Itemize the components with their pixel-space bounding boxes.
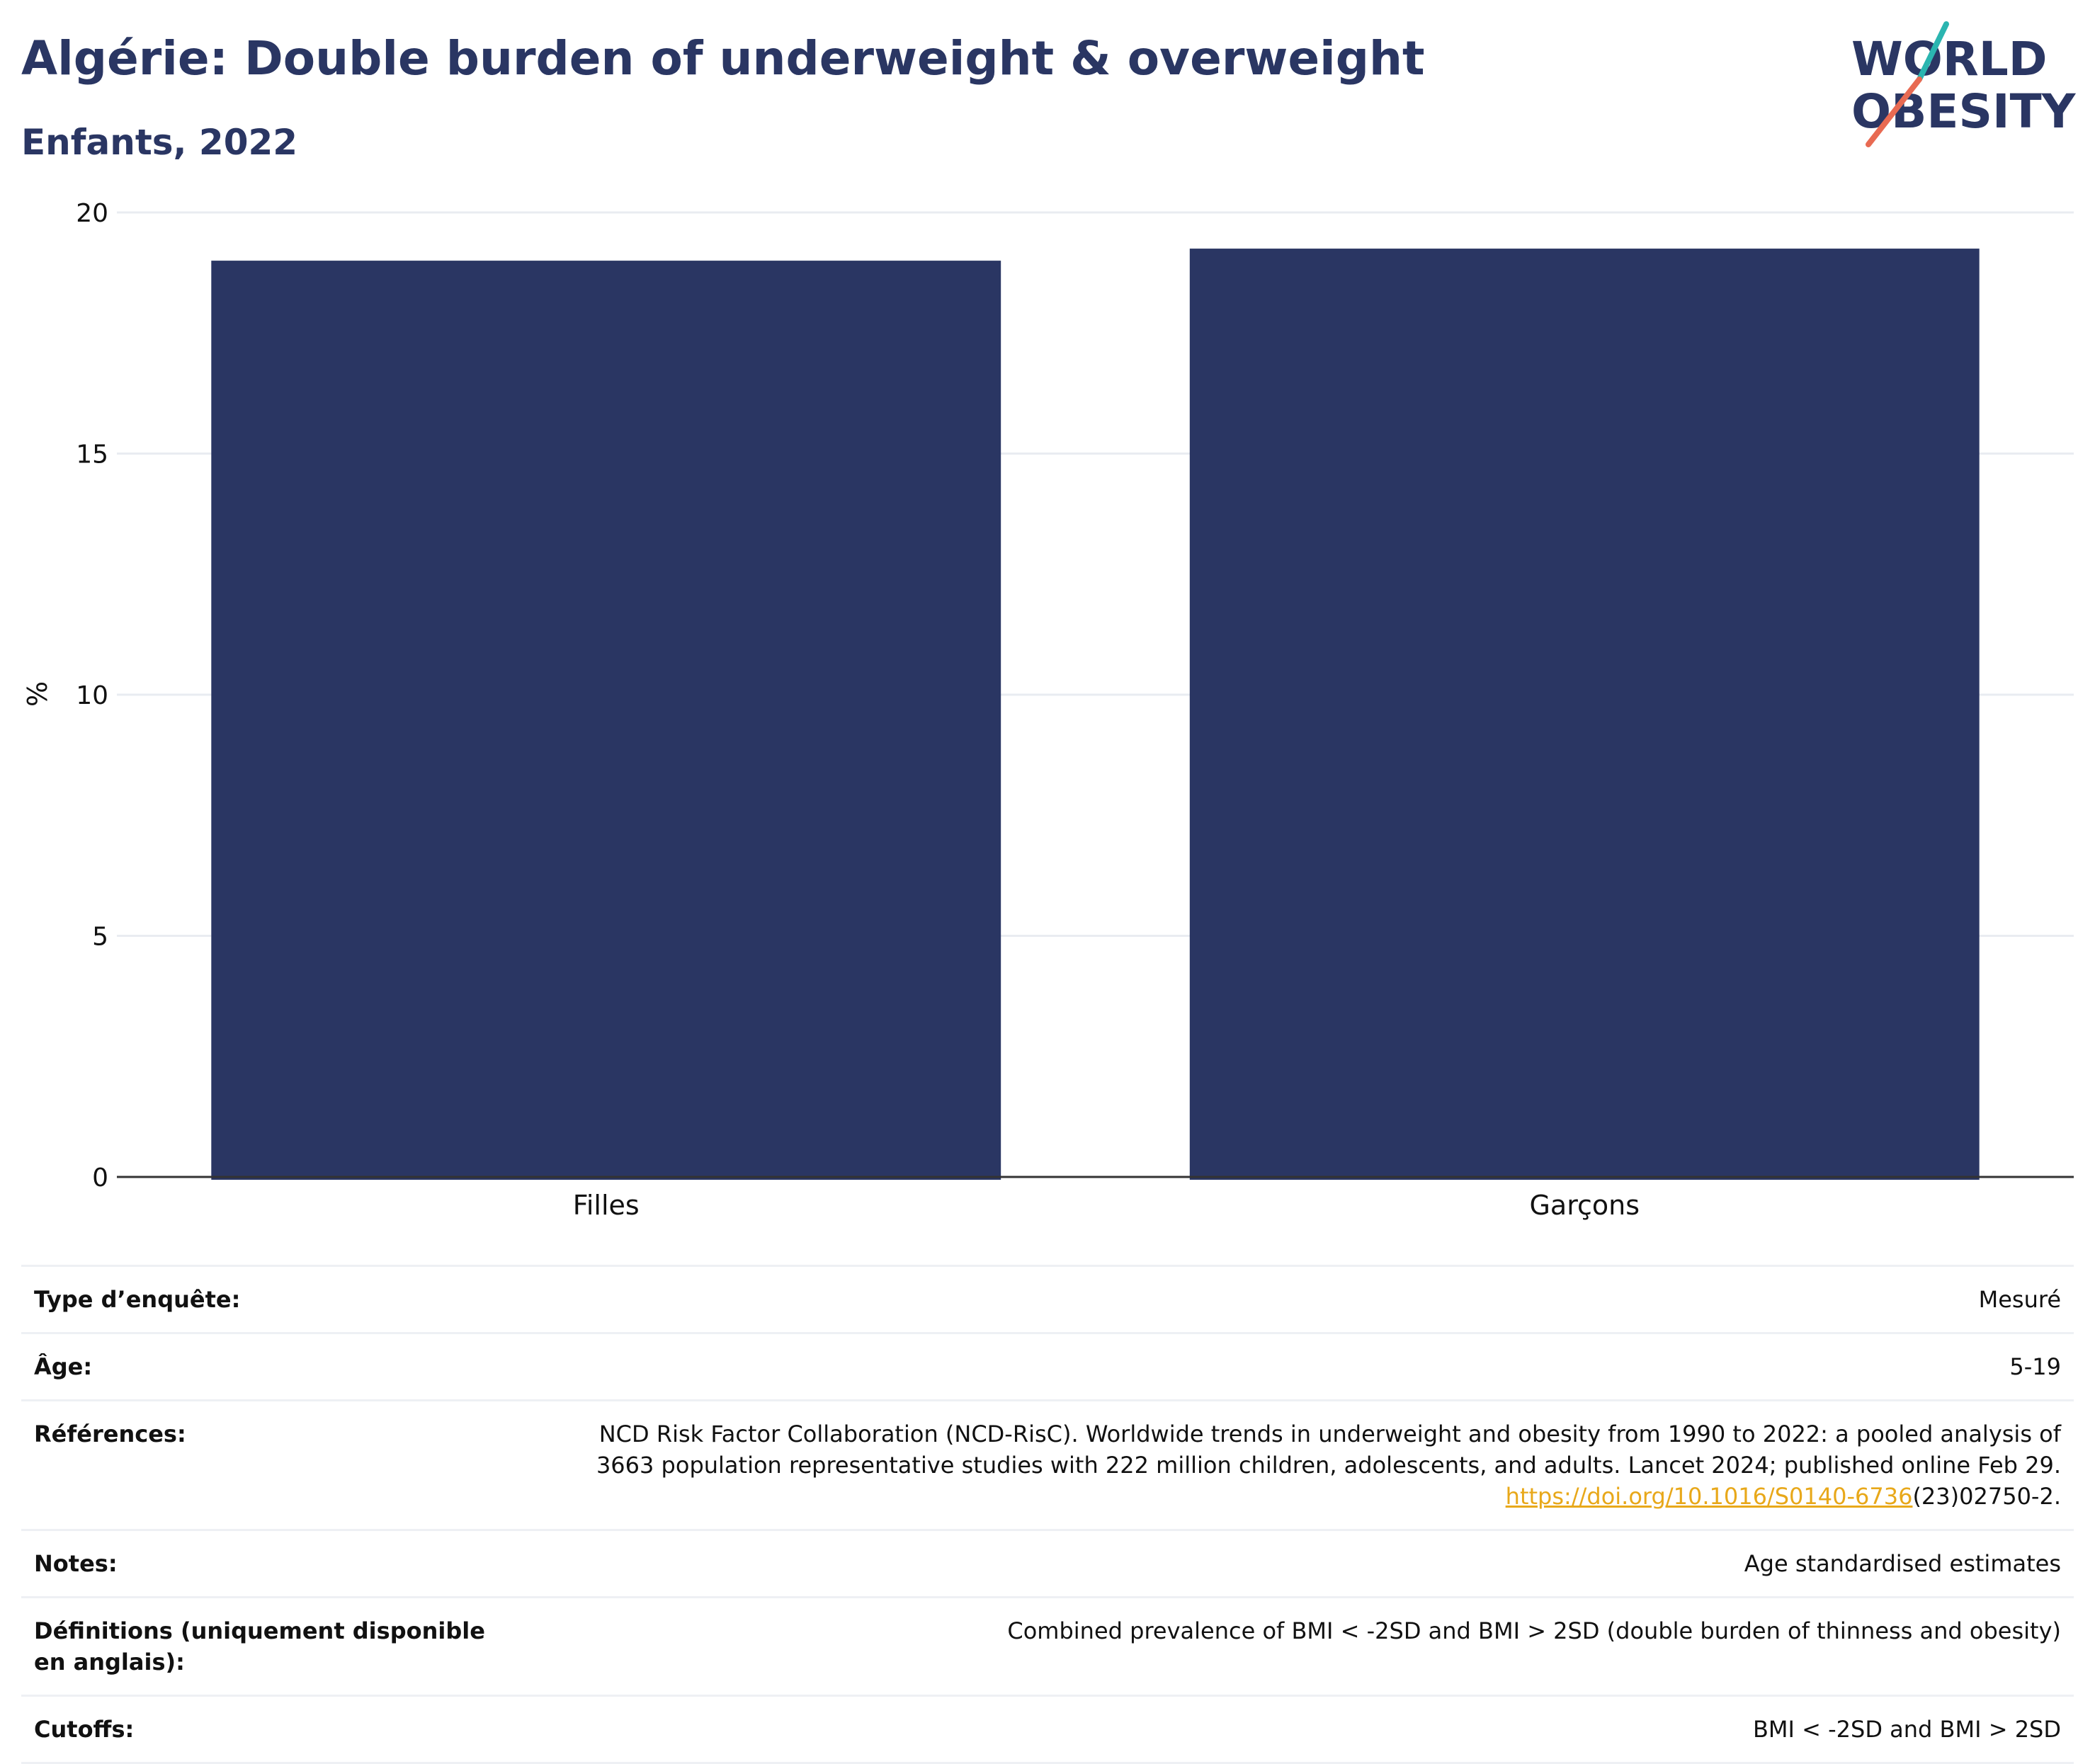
info-row-age: Âge: 5-19 bbox=[21, 1332, 2074, 1401]
logo-slash-teal bbox=[1917, 21, 1949, 82]
survey-type-label: Type d’enquête: bbox=[21, 1265, 500, 1334]
references-value: NCD Risk Factor Collaboration (NCD-RisC)… bbox=[500, 1399, 2074, 1531]
page-title: Algérie: Double burden of underweight & … bbox=[21, 31, 1425, 86]
cutoffs-value: BMI < -2SD and BMI > 2SD bbox=[500, 1695, 2074, 1764]
x-tick-label: Filles bbox=[573, 1190, 640, 1221]
bar-1 bbox=[211, 261, 1001, 1180]
age-value: 5-19 bbox=[500, 1332, 2074, 1401]
info-row-survey-type: Type d’enquête: Mesuré bbox=[21, 1265, 2074, 1334]
bar-2 bbox=[1189, 249, 1980, 1180]
references-line2: 3663 population representative studies w… bbox=[596, 1452, 2061, 1479]
x-tick-label: Garçons bbox=[1529, 1190, 1640, 1221]
survey-type-value: Mesuré bbox=[500, 1265, 2074, 1334]
y-tick-label: 0 bbox=[92, 1163, 108, 1193]
info-row-notes: Notes: Age standardised estimates bbox=[21, 1529, 2074, 1598]
notes-value: Age standardised estimates bbox=[500, 1529, 2074, 1598]
x-tick-labels: Filles Garçons bbox=[573, 1190, 1640, 1221]
doi-link[interactable]: https://doi.org/10.1016/S0140-6736 bbox=[1505, 1483, 1913, 1510]
info-table: Type d’enquête: Mesuré Âge: 5-19 Référen… bbox=[21, 1265, 2074, 1764]
logo-slash-coral bbox=[1866, 76, 1922, 147]
info-row-definitions: Définitions (uniquement disponible en an… bbox=[21, 1596, 2074, 1697]
definitions-value: Combined prevalence of BMI < -2SD and BM… bbox=[500, 1596, 2074, 1697]
definitions-label: Définitions (uniquement disponible en an… bbox=[21, 1596, 500, 1697]
references-line1: NCD Risk Factor Collaboration (NCD-RisC)… bbox=[598, 1421, 2061, 1447]
notes-label: Notes: bbox=[21, 1529, 500, 1598]
age-label: Âge: bbox=[21, 1332, 500, 1401]
logo-line2: OBESITY bbox=[1851, 84, 2077, 139]
references-label: Références: bbox=[21, 1399, 500, 1531]
y-axis-label: % bbox=[22, 681, 53, 707]
info-row-references: Références: NCD Risk Factor Collaboratio… bbox=[21, 1399, 2074, 1531]
bar-chart: 0 5 10 15 20 Filles Garçons % bbox=[22, 199, 2074, 1221]
y-tick-labels: 0 5 10 15 20 bbox=[76, 199, 108, 1193]
logo-line1: WORLD bbox=[1851, 32, 2048, 86]
y-tick-label: 5 bbox=[92, 923, 108, 952]
doi-link-suffix: (23)02750-2. bbox=[1912, 1483, 2061, 1510]
bars bbox=[211, 249, 1980, 1180]
cutoffs-label: Cutoffs: bbox=[21, 1695, 500, 1764]
world-obesity-logo: WORLD OBESITY bbox=[1851, 21, 2077, 147]
y-tick-label: 10 bbox=[76, 681, 108, 710]
info-row-cutoffs: Cutoffs: BMI < -2SD and BMI > 2SD bbox=[21, 1695, 2074, 1764]
y-tick-label: 20 bbox=[76, 199, 108, 228]
page-subtitle: Enfants, 2022 bbox=[21, 122, 298, 163]
y-tick-label: 15 bbox=[76, 440, 108, 470]
